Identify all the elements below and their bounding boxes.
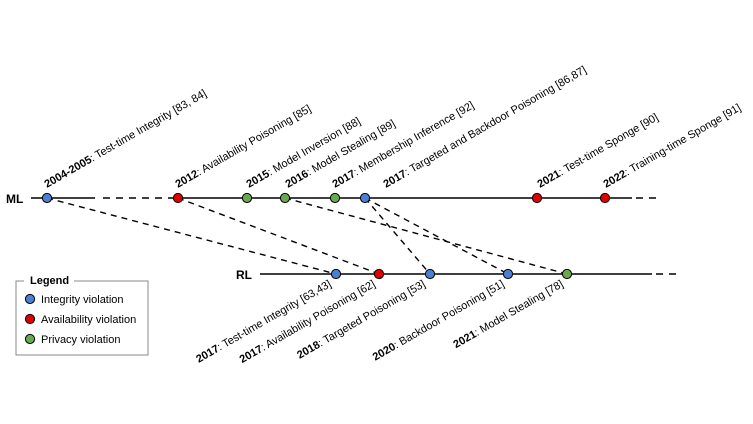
legend-label: Availability violation: [41, 314, 136, 326]
rl-timeline: RL: [236, 268, 682, 282]
ml-timeline-label: ML: [6, 192, 23, 206]
integrity-marker: [424, 268, 436, 280]
event-label: 2021: Model Stealing [78]: [451, 278, 565, 351]
connector-integrity-ml-rl: [46, 197, 337, 275]
connector-stealing-ml-rl: [284, 197, 568, 275]
availability-marker: [599, 192, 611, 204]
integrity-marker: [24, 293, 36, 305]
legend-title: Legend: [30, 275, 69, 287]
legend-label: Privacy violation: [41, 334, 120, 346]
integrity-marker: [359, 192, 371, 204]
privacy-marker: [24, 333, 36, 345]
privacy-marker: [329, 192, 341, 204]
integrity-marker: [41, 192, 53, 204]
rl-event-stealing-2021: 2021: Model Stealing [78]: [451, 268, 573, 351]
availability-marker: [531, 192, 543, 204]
legend-item-integrity: Integrity violation: [24, 293, 124, 306]
rl-events: 2017: Test-time Integrity [63,43] 2017: …: [194, 268, 573, 366]
ml-event-inversion-2015: 2015: Model Inversion [88]: [241, 115, 363, 204]
availability-marker: [172, 192, 184, 204]
event-label: 2022: Training-time Sponge [91]: [602, 102, 744, 191]
legend-item-availability: Availability violation: [24, 313, 136, 326]
connector-availability-ml-rl: [177, 197, 380, 275]
legend-box: [15, 280, 149, 356]
privacy-marker: [279, 192, 291, 204]
legend-label: Integrity violation: [41, 294, 124, 306]
event-label: 2021: Test-time Sponge [90]: [536, 112, 661, 191]
ml-events: 2004-2005: Test-time Integrity [83, 84] …: [41, 64, 744, 204]
privacy-marker: [241, 192, 253, 204]
connectors: [46, 197, 568, 275]
legend-item-privacy: Privacy violation: [24, 333, 120, 346]
legend-title-backdrop: [24, 274, 74, 286]
availability-marker: [373, 268, 385, 280]
privacy-marker: [561, 268, 573, 280]
integrity-marker: [330, 268, 342, 280]
availability-marker: [24, 313, 36, 325]
connector-targeted-ml-rl: [364, 197, 431, 275]
ml-event-sponge-2022: 2022: Training-time Sponge [91]: [599, 102, 744, 204]
rl-timeline-label: RL: [236, 268, 252, 282]
integrity-marker: [502, 268, 514, 280]
legend: Legend Integrity violation Availability …: [15, 274, 149, 356]
connector-backdoor-ml-rl: [364, 197, 509, 275]
